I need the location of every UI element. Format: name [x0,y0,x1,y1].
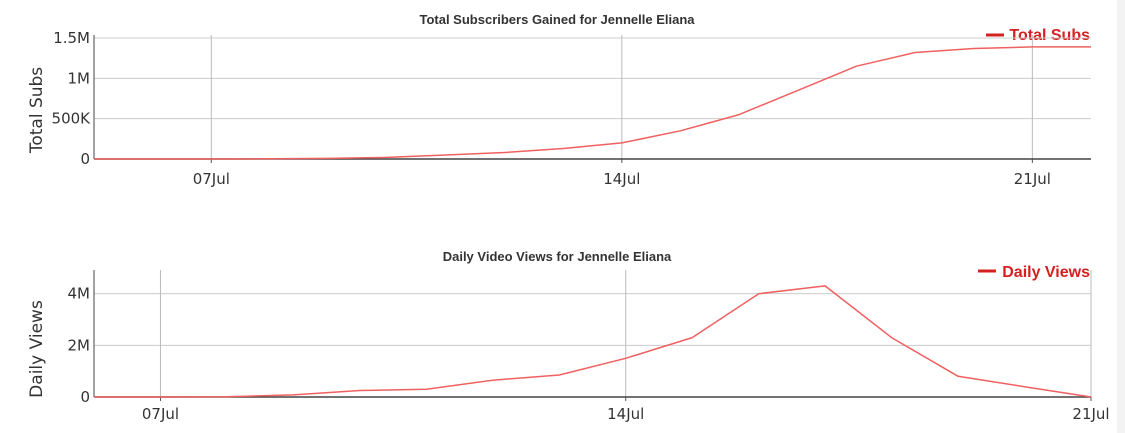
scrollbar[interactable] [1117,0,1125,433]
daily-views-chart: Daily Video Views for Jennelle Eliana Da… [27,249,1110,423]
x-tick-label: 14Jul [603,170,640,188]
y-tick-label: 4M [68,285,91,303]
legend-label: Total Subs [1009,27,1090,44]
chart-title: Total Subscribers Gained for Jennelle El… [419,12,695,27]
y-tick-label: 0 [80,388,90,406]
x-tick-label: 14Jul [607,405,644,423]
series-line[interactable] [94,285,1092,398]
x-tick-label: 21Jul [1014,170,1051,188]
legend[interactable]: Daily Views [978,264,1090,281]
y-axis-label: Total Subs [27,67,47,154]
y-tick-label: 500K [52,110,92,128]
y-tick-label: 1M [68,69,91,87]
y-axis-label: Daily Views [27,300,47,398]
x-tick-label: 07Jul [193,170,230,188]
chart-title: Daily Video Views for Jennelle Eliana [443,249,672,264]
total-subs-chart: Total Subscribers Gained for Jennelle El… [27,12,1091,188]
x-tick-label: 21Jul [1072,405,1109,423]
y-tick-label: 2M [68,336,91,354]
y-tick-label: 0 [80,150,90,168]
series-line[interactable] [94,46,1091,160]
x-tick-label: 07Jul [142,405,179,423]
legend[interactable]: Total Subs [986,27,1090,44]
legend-label: Daily Views [1002,264,1090,281]
y-tick-label: 1.5M [53,29,90,47]
